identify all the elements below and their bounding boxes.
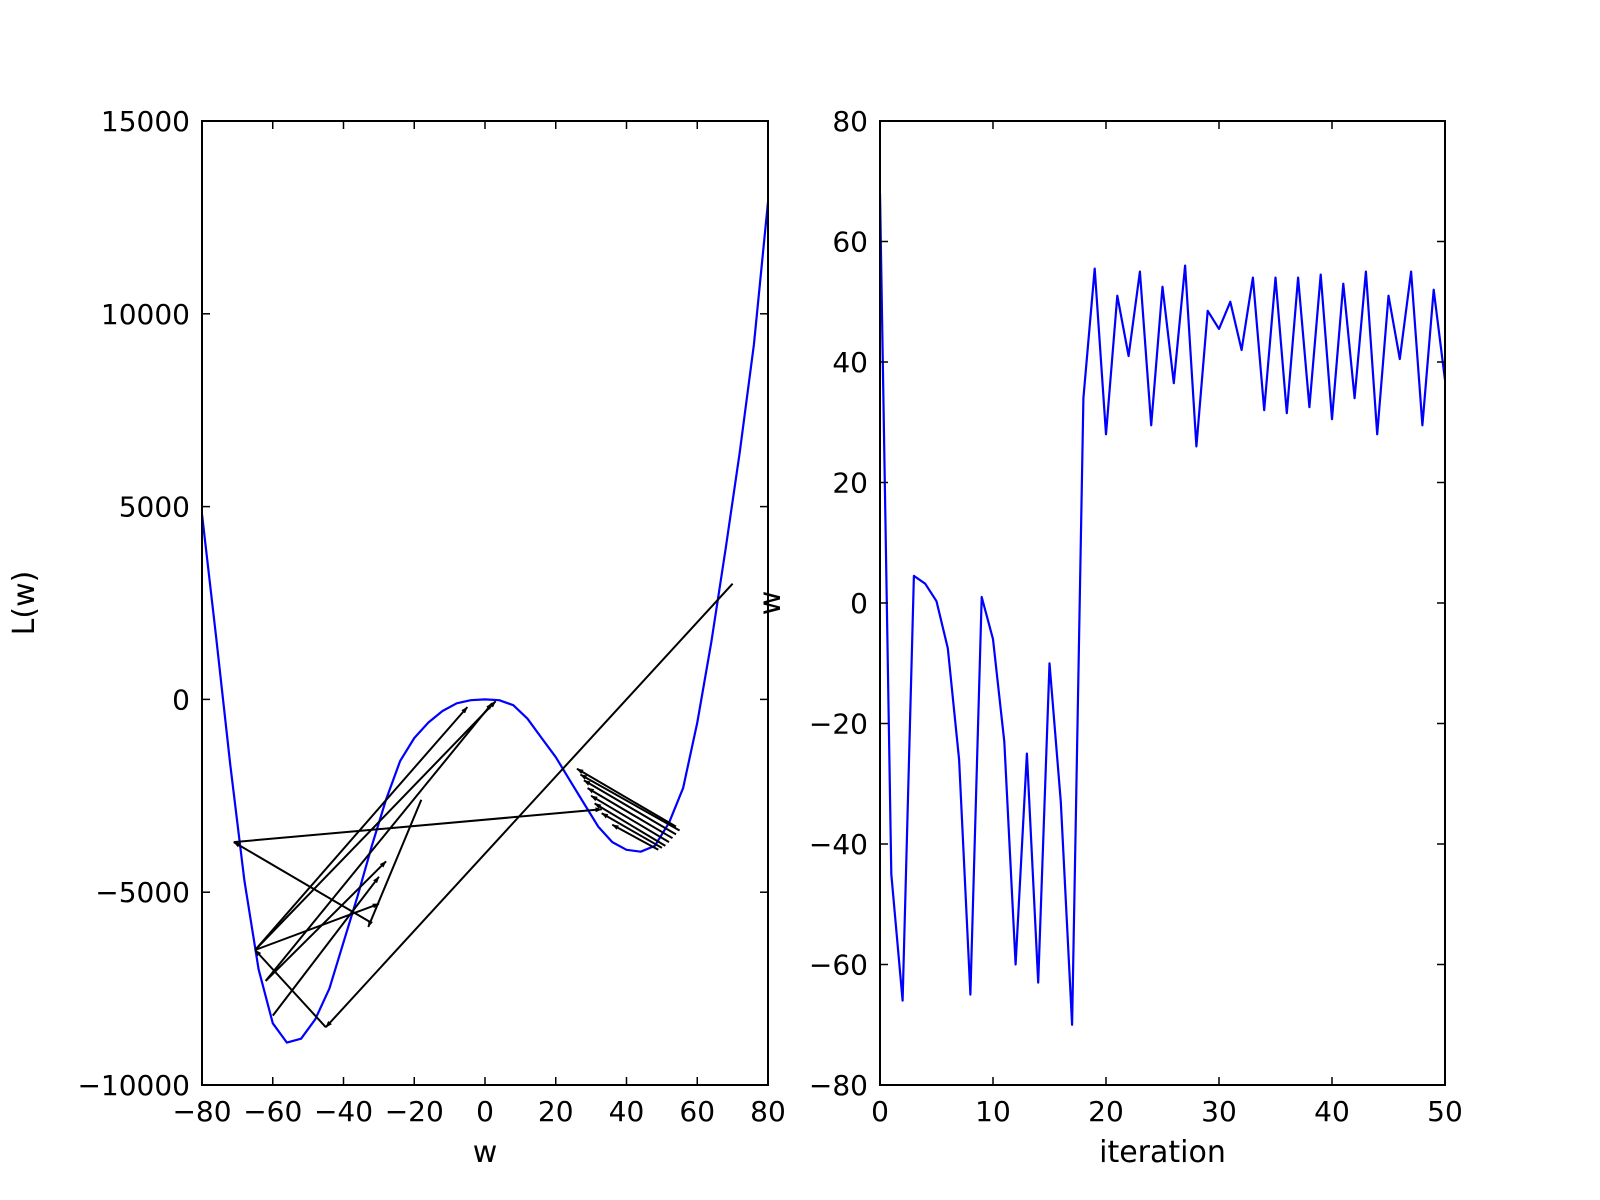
gradient-step-arrow <box>254 706 469 951</box>
y-tick-label: −40 <box>809 828 868 861</box>
y-tick-label: 10000 <box>101 298 190 331</box>
gradient-step-arrow <box>264 702 493 982</box>
y-tick-label: 80 <box>832 105 868 138</box>
y-tick-label: 40 <box>832 346 868 379</box>
y-axis-label: w <box>753 591 788 616</box>
gradient-step-arrow <box>254 700 497 951</box>
y-tick-label: 20 <box>832 467 868 500</box>
y-tick-label: 0 <box>850 587 868 620</box>
gradient-step-arrow <box>254 902 380 951</box>
gradient-step-arrow <box>586 787 674 840</box>
gradient-step-arrow <box>264 860 387 982</box>
gradient-step-arrow <box>254 949 327 1028</box>
x-tick-label: 0 <box>476 1095 494 1128</box>
y-tick-label: −5000 <box>95 876 190 909</box>
y-tick-label: 0 <box>172 683 190 716</box>
gradient-step-arrow <box>590 794 670 843</box>
x-axis-label: iteration <box>1099 1135 1226 1170</box>
y-tick-label: −60 <box>809 949 868 982</box>
iteration-trace-panel: 0 10 20 30 40 50 −80 −60 −40 −20 0 20 40 60 80 iteratio… <box>753 105 1463 1170</box>
plot-area <box>880 193 1445 1026</box>
y-tick-label: 60 <box>832 226 868 259</box>
x-tick-label: 50 <box>1427 1095 1463 1128</box>
y-tick-label: 5000 <box>119 491 190 524</box>
axes-frame <box>879 120 1446 1086</box>
gradient-step-arrow <box>576 767 677 828</box>
x-tick-label: 10 <box>975 1095 1011 1128</box>
gradient-step-arrow <box>583 779 677 836</box>
y-tick-label: 15000 <box>101 105 190 138</box>
gradient-step-arrow <box>579 773 681 832</box>
x-tick-label: 0 <box>871 1095 889 1128</box>
y-axis-label: L(w) <box>7 571 42 636</box>
x-tick-label: 20 <box>538 1095 574 1128</box>
x-tick-label: 60 <box>679 1095 715 1128</box>
x-tick-label: −20 <box>385 1095 444 1128</box>
gradient-step-arrow <box>272 876 380 1017</box>
plot-area <box>202 201 768 1044</box>
w-trajectory-line <box>880 193 1445 1026</box>
x-tick-label: −80 <box>172 1095 231 1128</box>
x-tick-label: 40 <box>1314 1095 1350 1128</box>
x-tick-label: −40 <box>314 1095 373 1128</box>
y-tick-label: −20 <box>809 708 868 741</box>
gradient-step-arrow <box>233 807 603 844</box>
x-tick-label: 80 <box>750 1095 786 1128</box>
y-tick-label: −80 <box>809 1069 868 1102</box>
x-tick-label: −60 <box>243 1095 302 1128</box>
gradient-step-arrow <box>594 802 666 847</box>
gradient-step-arrow <box>367 799 423 928</box>
y-tick-label: −10000 <box>77 1069 190 1102</box>
x-tick-label: 40 <box>609 1095 645 1128</box>
axes-frame <box>201 120 769 1086</box>
x-tick-label: 20 <box>1088 1095 1124 1128</box>
gradient-step-arrow <box>325 583 734 1028</box>
gradient-step-arrow <box>601 812 663 849</box>
gradient-step-arrow <box>233 841 373 924</box>
x-tick-label: 30 <box>1201 1095 1237 1128</box>
x-axis-label: w <box>473 1135 498 1170</box>
loss-curve-line <box>202 201 768 1044</box>
gradient-step-arrow <box>611 823 659 851</box>
loss-landscape-panel: −80 −60 −40 −20 0 20 40 60 80 −10000 −5000 0 5000 100… <box>7 105 786 1170</box>
